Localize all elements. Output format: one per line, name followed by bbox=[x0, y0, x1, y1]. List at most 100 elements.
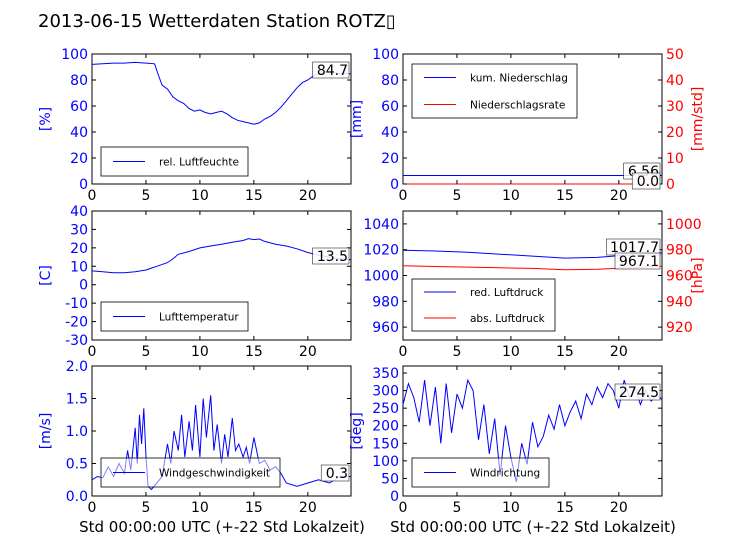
y-tick-label: 300 bbox=[372, 384, 399, 400]
value-annotation: 274.5 bbox=[619, 385, 659, 401]
x-tick-label: 0 bbox=[399, 188, 408, 204]
x-tick-label: 15 bbox=[556, 344, 574, 360]
panel-5: 0 5 10 15 20 0.0 0.5 1.0 1.5 2.0 [m/s] Windgeschwin… bbox=[38, 359, 352, 516]
legend-box bbox=[411, 63, 578, 119]
series-line-1 bbox=[91, 61, 352, 125]
x-tick-label: 5 bbox=[452, 500, 461, 516]
y-tick-label-right: 40 bbox=[666, 73, 684, 89]
x-tick-label: 20 bbox=[299, 188, 317, 204]
x-tick-label: 20 bbox=[610, 188, 628, 204]
x-tick-label: 10 bbox=[191, 188, 209, 204]
y-tick-label: 960 bbox=[372, 320, 399, 336]
series-line-1 bbox=[402, 378, 663, 483]
y-tick-label: 350 bbox=[372, 366, 399, 382]
x-tick-label: 5 bbox=[452, 344, 461, 360]
panel-4: 0 5 10 15 20 960 980 1000 1020 1040 920 940 960 980 10… bbox=[363, 210, 706, 360]
x-tick-label: 20 bbox=[299, 500, 317, 516]
x-tick-label: 15 bbox=[245, 500, 263, 516]
y-tick-label: 30 bbox=[70, 222, 88, 238]
x-tick-label: 0 bbox=[399, 344, 408, 360]
y-tick-label: 100 bbox=[372, 47, 399, 63]
series-line-1 bbox=[91, 238, 352, 274]
y-tick-label: 10 bbox=[70, 259, 88, 275]
y-tick-label: 20 bbox=[70, 151, 88, 167]
y-tick-label: -30 bbox=[65, 333, 88, 349]
y-tick-label-right: 940 bbox=[666, 294, 693, 310]
legend: red. Luftdruck abs. Luftdruck bbox=[411, 278, 556, 332]
y-tick-label: 0 bbox=[390, 177, 399, 193]
panel-1: 0 5 10 15 20 0 20 40 60 80 100 [%] rel. Luftfeuchte 8… bbox=[38, 47, 352, 204]
y-tick-label: 1000 bbox=[363, 269, 399, 285]
x-tick-label: 15 bbox=[245, 344, 263, 360]
x-tick-label: 15 bbox=[556, 500, 574, 516]
y-tick-label-right: 30 bbox=[666, 99, 684, 115]
y-tick-label: -10 bbox=[65, 296, 88, 312]
legend-box bbox=[100, 146, 249, 177]
annotation-box bbox=[320, 464, 350, 482]
y-tick-label-right: 980 bbox=[666, 243, 693, 259]
legend-label: rel. Luftfeuchte bbox=[159, 157, 239, 169]
y-tick-label: 60 bbox=[381, 99, 399, 115]
legend-label: Windrichtung bbox=[470, 468, 540, 480]
y-axis-label: [C] bbox=[38, 265, 54, 286]
x-axis-label-left: Std 00:00:00 UTC (+-22 Std Lokalzeit) bbox=[79, 518, 365, 536]
annotation-box bbox=[614, 383, 661, 401]
y-axis-label: [deg] bbox=[349, 412, 365, 449]
legend-label: kum. Niederschlag bbox=[470, 73, 568, 85]
y-axis-label: [m/s] bbox=[38, 413, 54, 450]
y-tick-label: 40 bbox=[381, 125, 399, 141]
y-axis-label: [mm] bbox=[349, 100, 365, 138]
x-tick-label: 10 bbox=[502, 344, 520, 360]
annotation-box bbox=[312, 61, 350, 79]
y-tick-label-right: 920 bbox=[666, 320, 693, 336]
legend: rel. Luftfeuchte bbox=[100, 146, 249, 177]
legend: kum. Niederschlag Niederschlagsrate bbox=[411, 63, 578, 119]
y-tick-label: 200 bbox=[372, 419, 399, 435]
y-tick-label: 1.0 bbox=[66, 424, 88, 440]
value-annotation: 0.0 bbox=[637, 174, 659, 190]
y-tick-label: 40 bbox=[70, 125, 88, 141]
y-tick-label-right: 0 bbox=[666, 177, 675, 193]
legend-label: Windgeschwindigkeit bbox=[159, 468, 270, 480]
x-axis-label-right: Std 00:00:00 UTC (+-22 Std Lokalzeit) bbox=[390, 518, 676, 536]
legend-label: abs. Luftdruck bbox=[470, 313, 546, 325]
y-tick-label: 40 bbox=[70, 204, 88, 220]
annotation-box bbox=[631, 172, 661, 190]
y-tick-label: 60 bbox=[70, 99, 88, 115]
x-tick-label: 5 bbox=[141, 500, 150, 516]
y-tick-label: 1040 bbox=[363, 217, 399, 233]
y-tick-label-right: 20 bbox=[666, 125, 684, 141]
x-tick-label: 15 bbox=[245, 188, 263, 204]
y-tick-label: -20 bbox=[65, 315, 88, 331]
y-tick-label: 80 bbox=[70, 73, 88, 89]
x-tick-label: 10 bbox=[502, 188, 520, 204]
y-tick-label: 100 bbox=[372, 454, 399, 470]
annotation-box bbox=[614, 252, 661, 270]
x-tick-label: 0 bbox=[88, 344, 97, 360]
x-tick-label: 15 bbox=[556, 188, 574, 204]
y-tick-label: 20 bbox=[70, 241, 88, 257]
y-tick-label: 80 bbox=[381, 73, 399, 89]
figure-title: 2013-06-15 Wetterdaten Station ROTZ▯ bbox=[38, 11, 396, 32]
y-tick-label: 50 bbox=[381, 471, 399, 487]
x-tick-label: 5 bbox=[141, 344, 150, 360]
y-tick-label: 0.5 bbox=[66, 457, 88, 473]
y-tick-label: 100 bbox=[61, 47, 88, 63]
y-tick-label: 0.0 bbox=[66, 489, 88, 505]
value-annotation: 967.1 bbox=[619, 254, 659, 270]
y-tick-label-right: 50 bbox=[666, 47, 684, 63]
x-tick-label: 20 bbox=[299, 344, 317, 360]
legend-label: Niederschlagsrate bbox=[470, 100, 565, 112]
x-tick-label: 20 bbox=[610, 344, 628, 360]
legend-label: red. Luftdruck bbox=[470, 287, 544, 299]
legend: Lufttemperatur bbox=[100, 301, 249, 332]
y-tick-label: 0 bbox=[390, 489, 399, 505]
legend-label: Lufttemperatur bbox=[159, 312, 239, 324]
value-annotation: 84.7 bbox=[317, 63, 348, 79]
value-annotation: 13.5 bbox=[317, 249, 348, 265]
x-tick-label: 20 bbox=[610, 500, 628, 516]
x-tick-label: 5 bbox=[141, 188, 150, 204]
y-tick-label-right: 960 bbox=[666, 269, 693, 285]
y-tick-label: 980 bbox=[372, 294, 399, 310]
